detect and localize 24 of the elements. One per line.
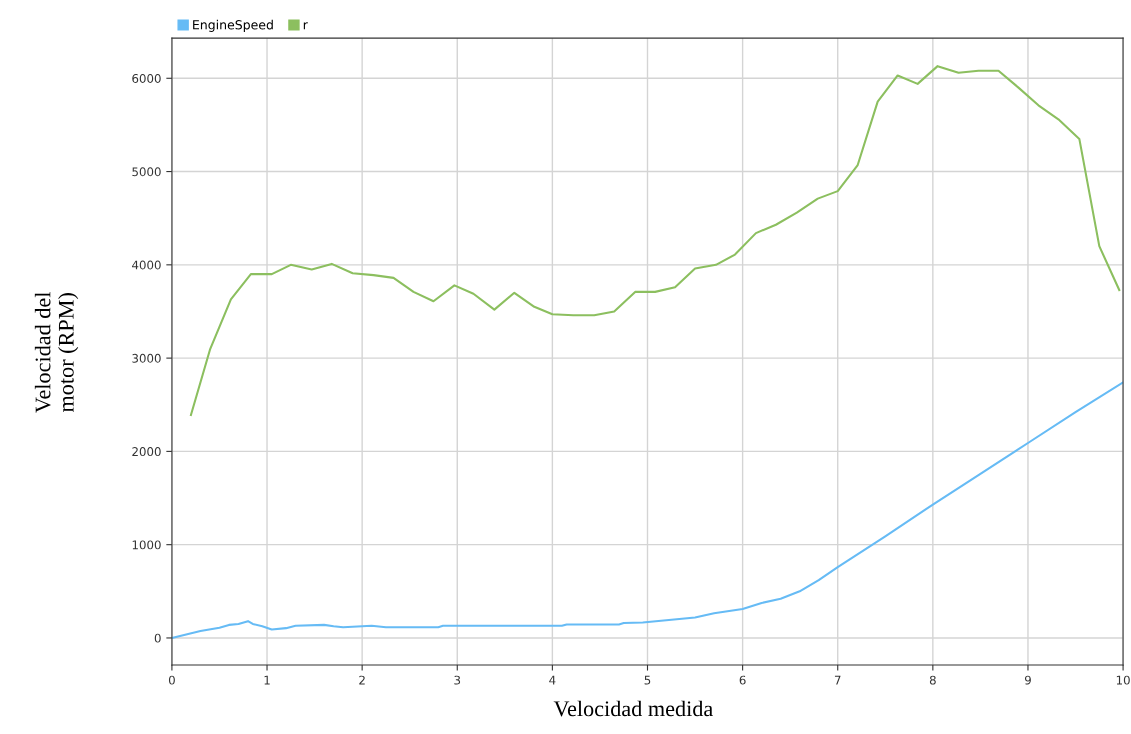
x-tick-label: 1 <box>264 675 270 685</box>
x-tick-label: 5 <box>644 675 651 685</box>
y-tick-label: 1000 <box>132 540 161 550</box>
y-axis-title: Velocidad del motor (RPM) <box>34 291 79 413</box>
y-tick-label: 4000 <box>132 260 161 270</box>
x-axis-title: Velocidad medida <box>553 700 713 717</box>
y-tick-label: 5000 <box>132 167 161 177</box>
line-series <box>189 65 1121 417</box>
x-tick-label: 2 <box>359 675 365 685</box>
x-tick-label: 7 <box>834 675 841 685</box>
x-tick-label: 8 <box>929 675 936 685</box>
line-series <box>171 381 1124 639</box>
x-tick-label: 0 <box>168 675 175 685</box>
x-tick-label: 6 <box>739 675 746 685</box>
x-tick-label: 10 <box>1116 675 1130 685</box>
y-tick-label: 6000 <box>132 74 161 83</box>
x-tick-label: 3 <box>454 675 461 685</box>
y-tick-label: 0 <box>154 633 161 643</box>
y-tick-label: 2000 <box>132 447 161 457</box>
x-tick-label: 4 <box>549 675 556 685</box>
legend-label: EngineSpeed <box>193 19 273 32</box>
legend-label: r <box>303 22 308 30</box>
y-tick-label: 3000 <box>132 353 161 363</box>
x-tick-label: 9 <box>1024 675 1031 685</box>
